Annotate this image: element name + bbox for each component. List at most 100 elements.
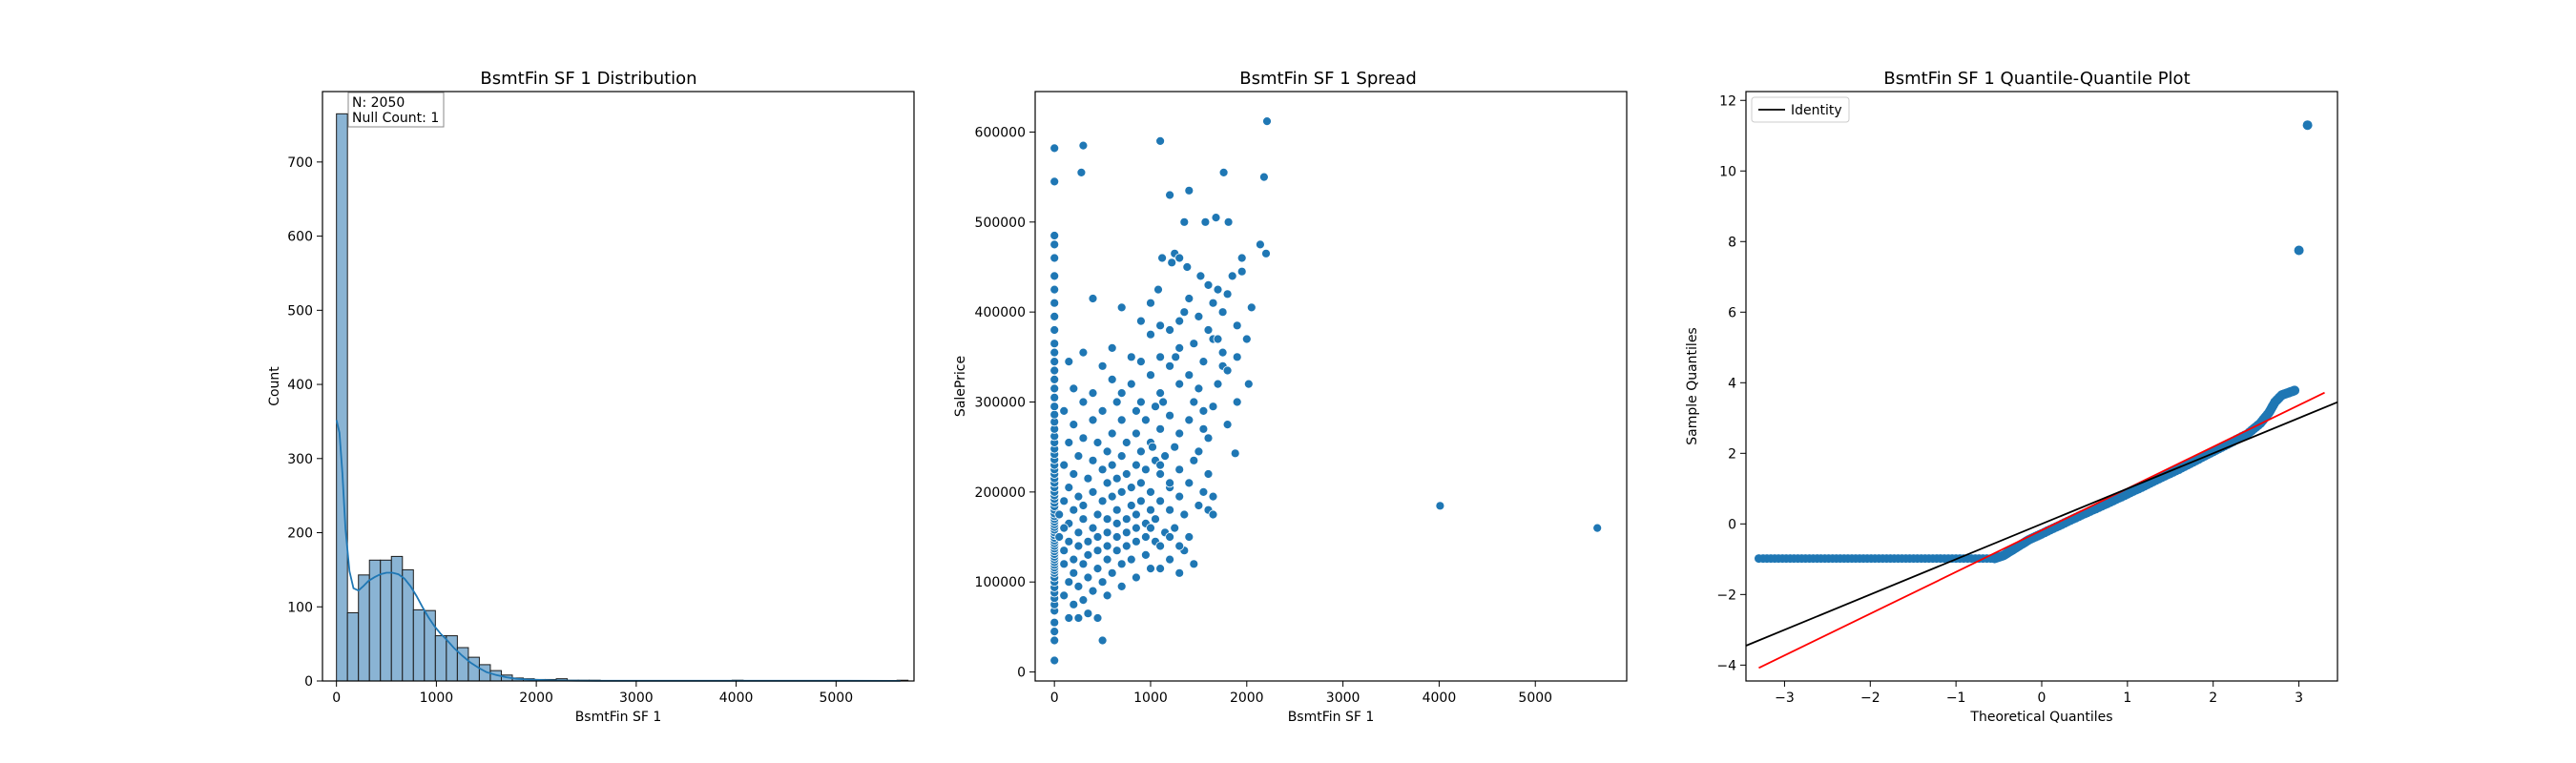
spread-point (1097, 361, 1108, 371)
spread-point (1078, 595, 1089, 605)
histogram-xtick-label: 0 (332, 691, 341, 706)
histogram-title: BsmtFin SF 1 Distribution (480, 69, 696, 89)
spread-x-label: BsmtFin SF 1 (1288, 710, 1375, 725)
histogram-x-label: BsmtFin SF 1 (575, 710, 662, 725)
spread-point (1083, 473, 1093, 484)
histogram-ytick-label: 600 (287, 230, 313, 245)
spread-point (1069, 567, 1079, 578)
spread-point (1116, 582, 1127, 591)
histogram-xtick-label: 2000 (519, 691, 553, 706)
spread-point (1217, 307, 1228, 318)
spread-point (1121, 527, 1132, 538)
spread-point (1097, 635, 1108, 646)
spread-point (1126, 352, 1136, 362)
spread-point (1049, 365, 1060, 376)
qq-ytick-label: −4 (1716, 658, 1736, 673)
histogram-axes-frame (322, 91, 915, 682)
spread-point (1049, 347, 1060, 358)
spread-point (1155, 496, 1165, 506)
qq-x-ticks: −3 −2 −1 0 1 2 3 (1775, 681, 2303, 706)
spread-point (1141, 464, 1151, 475)
histogram-x-ticks: 0 1000 2000 3000 4000 5000 (332, 681, 853, 706)
spread-y-ticks: 0 100000 200000 300000 400000 500000 600000 (975, 125, 1035, 681)
spread-point (1213, 379, 1223, 389)
spread-point (1107, 342, 1117, 353)
spread-point (1078, 514, 1089, 525)
spread-point (1158, 397, 1168, 407)
spread-point (1078, 501, 1089, 510)
spread-title: BsmtFin SF 1 Spread (1239, 69, 1417, 89)
spread-point (1146, 564, 1155, 573)
histogram-y-ticks: 0 100 200 300 400 500 600 700 (287, 155, 322, 690)
spread-point (1213, 334, 1223, 344)
histogram-panel: BsmtFin SF 1 Distribution 0 1000 2000 3000 4… (267, 69, 915, 725)
histogram-ytick-label: 500 (287, 303, 313, 319)
spread-point (1222, 365, 1233, 376)
spread-point (1069, 420, 1079, 430)
spread-point (1243, 379, 1254, 389)
identity-line (1746, 401, 2337, 647)
spread-point (1132, 460, 1141, 470)
spread-point (1059, 523, 1070, 533)
spread-point (1208, 402, 1218, 412)
spread-point (1217, 347, 1228, 358)
spread-point (1116, 451, 1127, 462)
spread-point (1064, 357, 1074, 367)
histogram-bar (358, 574, 370, 682)
spread-point (1121, 514, 1132, 525)
spread-point (1059, 496, 1070, 506)
qq-xtick-label: 2 (2209, 691, 2217, 706)
spread-point (1198, 405, 1209, 416)
spread-point (1121, 469, 1132, 479)
spread-point (1223, 217, 1234, 227)
qq-point (2302, 120, 2313, 131)
histogram-bar (346, 611, 360, 682)
spread-point (1078, 140, 1089, 151)
qq-legend: Identity (1751, 96, 1850, 123)
spread-point (1116, 388, 1127, 399)
spread-point (1116, 415, 1127, 425)
spread-point (1174, 428, 1185, 439)
spread-point (1136, 496, 1146, 506)
spread-point (1092, 438, 1103, 447)
spread-point (1222, 420, 1233, 430)
spread-point (1088, 487, 1098, 497)
spread-point (1092, 532, 1103, 542)
spread-ytick-label: 300000 (975, 396, 1026, 411)
spread-point (1111, 546, 1122, 556)
spread-point (1049, 311, 1060, 321)
spread-axes-frame (1034, 91, 1628, 682)
spread-point (1049, 176, 1060, 187)
spread-point (1102, 527, 1112, 538)
histogram-y-label: Count (267, 366, 282, 406)
spread-point (1189, 559, 1199, 569)
spread-point (1049, 284, 1060, 295)
spread-point (1170, 523, 1180, 533)
stats-null-count: Null Count: 1 (352, 111, 439, 126)
spread-point (1111, 473, 1122, 484)
spread-point (1222, 289, 1233, 299)
qq-title: BsmtFin SF 1 Quantile-Quantile Plot (1883, 69, 2190, 89)
spread-point (1198, 423, 1209, 434)
histogram-bar (368, 559, 382, 682)
spread-point (1049, 271, 1060, 281)
spread-point (1049, 231, 1060, 240)
qq-xtick-label: −2 (1860, 691, 1880, 706)
spread-point (1069, 469, 1079, 479)
spread-xtick-label: 2000 (1230, 691, 1264, 706)
spread-point (1174, 316, 1185, 326)
spread-point (1259, 172, 1269, 182)
spread-point (1155, 469, 1165, 479)
spread-point (1132, 523, 1141, 533)
legend-box (1751, 96, 1850, 123)
spread-point (1241, 334, 1252, 344)
spread-point (1165, 410, 1174, 421)
spread-point (1184, 532, 1195, 542)
histogram-bar (412, 608, 426, 682)
histogram-bar (336, 113, 348, 682)
qq-xtick-label: 1 (2123, 691, 2131, 706)
spread-point (1102, 446, 1112, 457)
qq-ytick-label: 2 (1728, 446, 1736, 462)
spread-point (1064, 613, 1074, 623)
